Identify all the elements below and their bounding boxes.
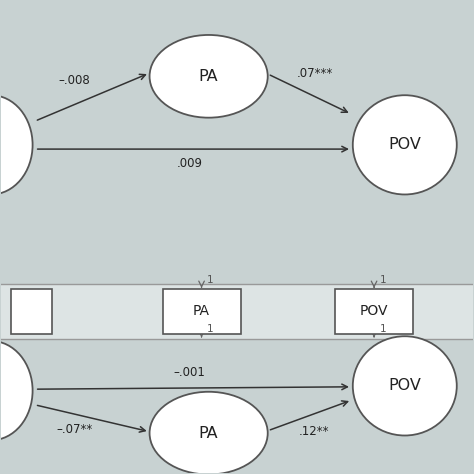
Text: PA: PA [199,69,219,84]
Ellipse shape [0,341,33,440]
Text: .07***: .07*** [297,67,333,80]
Text: PA: PA [199,426,219,441]
Text: .009: .009 [177,156,203,170]
Text: POV: POV [388,378,421,393]
Text: –.001: –.001 [174,366,206,379]
Text: POV: POV [360,304,388,318]
Bar [0,284,474,338]
Bar [11,289,52,334]
Bar [163,289,240,334]
Text: PA: PA [193,304,210,318]
Ellipse shape [353,336,457,436]
Text: .12**: .12** [299,425,329,438]
Ellipse shape [150,35,268,118]
Text: –.07**: –.07** [57,423,93,436]
Text: 1: 1 [380,324,386,334]
Bar [335,289,413,334]
Text: 1: 1 [207,324,214,334]
Bar [0,338,474,474]
Text: 1: 1 [380,274,386,284]
Bar [0,0,474,284]
Text: 1: 1 [207,274,214,284]
Text: POV: POV [388,137,421,152]
Ellipse shape [0,95,33,194]
Ellipse shape [150,392,268,474]
Ellipse shape [353,95,457,194]
Text: –.008: –.008 [58,74,90,87]
